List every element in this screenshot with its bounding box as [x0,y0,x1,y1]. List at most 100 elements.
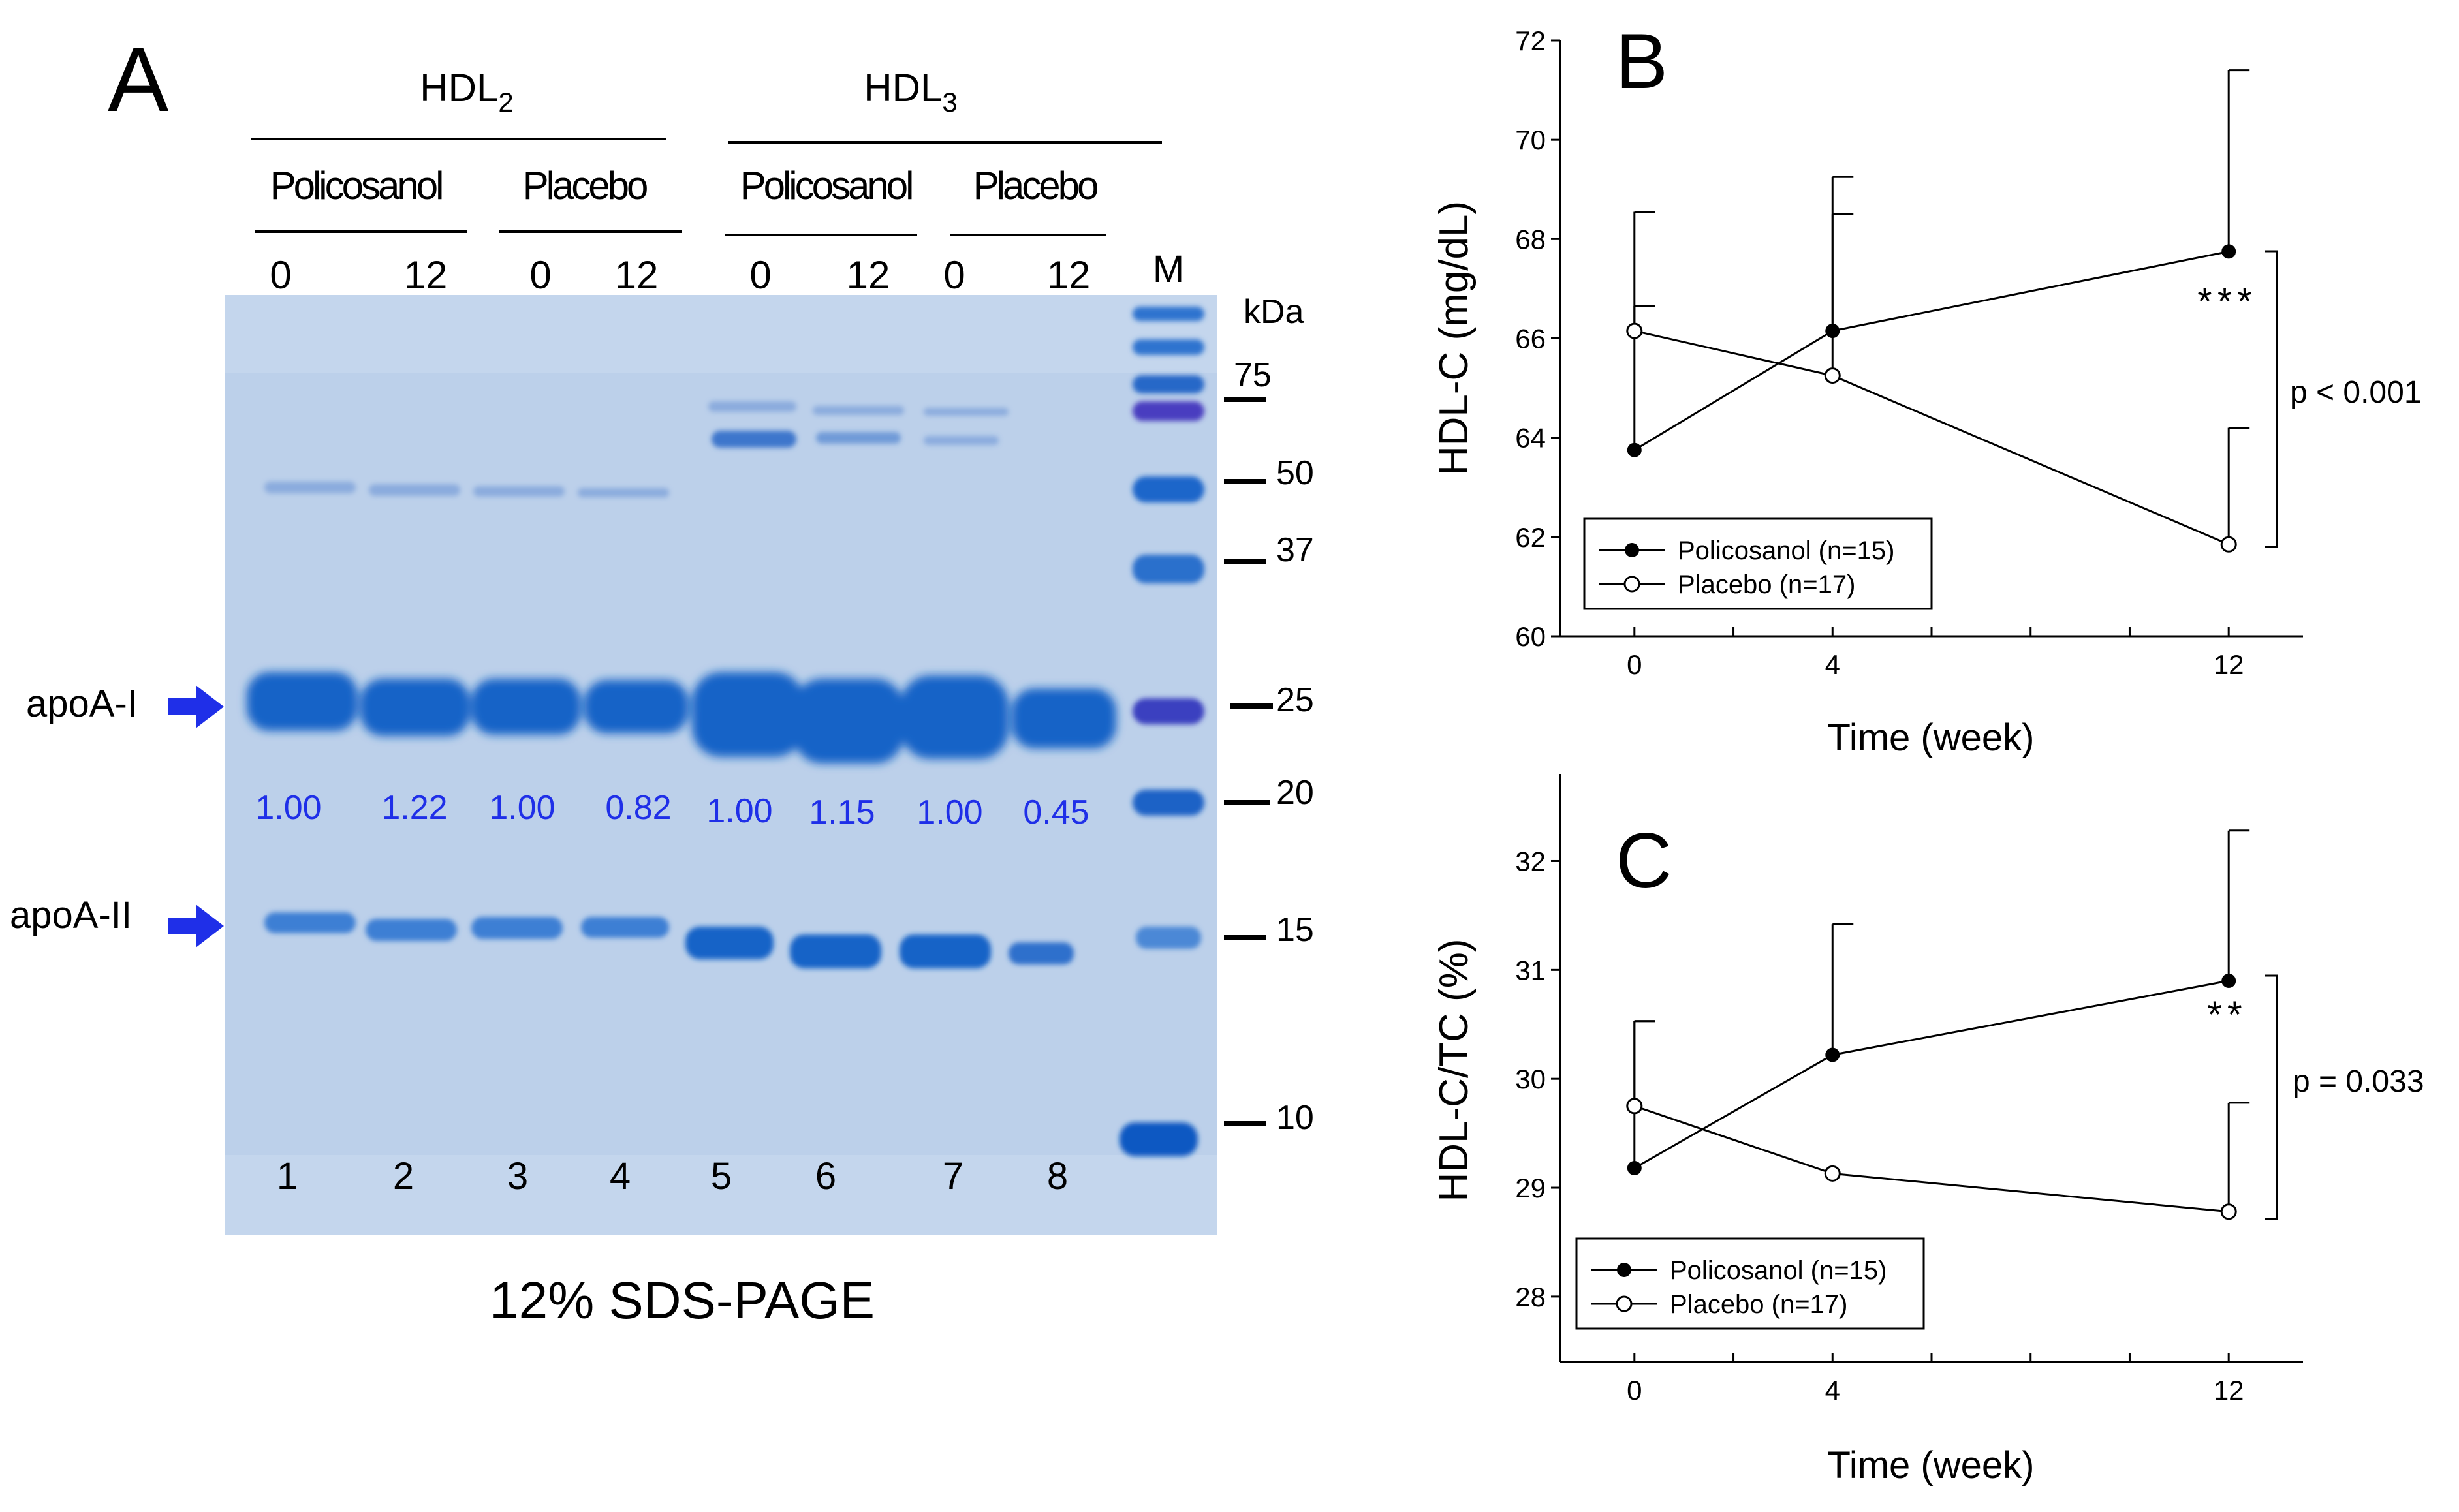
time-label-2: 12 [404,253,448,297]
y-tick-label: 30 [1515,1064,1546,1094]
lane-number-7: 7 [943,1155,963,1197]
apoa2-band-7 [900,934,991,968]
panel-a: A HDL2 HDL3 Policosanol Placebo Policosa… [10,28,1314,1329]
treatment-label-1: Policosanol [270,164,443,208]
apoa1-band-2 [360,679,470,736]
apoa1-label: apoA-I [26,683,138,725]
x-tick-label: 12 [2214,1375,2244,1406]
data-point-policosanol [1825,324,1840,339]
data-point-placebo [1626,1098,1643,1115]
mw-label-25: 25 [1276,681,1314,719]
panel-b-stars: *** [2197,281,2257,323]
mw-label-75: 75 [1234,356,1272,394]
panel-b-legend: Policosanol (n=15) Placebo (n=17) [1583,517,1933,610]
apoa2-band-8 [1009,942,1074,964]
data-point-policosanol [2221,974,2236,989]
ratio-lane-7: 1.00 [916,794,982,831]
y-tick-label: 70 [1515,125,1546,155]
ratio-lane-1: 1.00 [255,789,321,827]
apoa1-band-7 [901,675,1009,759]
apoa1-ratios: 1.00 1.22 1.00 0.82 1.00 1.15 1.00 0.45 [255,789,1089,831]
y-tick-label: 60 [1515,621,1546,652]
panel-c-legend-policosanol: Policosanol (n=15) [1670,1256,1887,1285]
panel-c-stars: ** [2207,994,2247,1036]
data-point-policosanol [1627,442,1642,457]
marker-lane [1120,307,1204,1156]
lane-number-6: 6 [815,1155,836,1197]
data-point-placebo [1824,1165,1841,1182]
apoa2-label: apoA-II [10,894,132,936]
minor-bands [264,401,1009,497]
apoa2-band-5 [685,927,774,959]
panel-b: B 60 62 64 66 68 70 72 0 4 12 HDL-C (mg/dL) Time… [1432,18,2422,759]
lane-number-1: 1 [277,1155,298,1197]
y-tick-label: 62 [1515,522,1546,553]
mw-label-20: 20 [1276,774,1314,812]
apoa1-arrow-icon [168,685,224,728]
data-point-placebo [1824,367,1841,384]
panel-c-x-ticks: 0 4 12 [1627,1353,2244,1406]
panel-c-y-label: HDL-C/TC (%) [1432,939,1477,1202]
gel-shading-bottom [225,1155,1217,1235]
kda-label: kDa [1244,293,1304,331]
series-line-policosanol [1634,980,2229,1169]
y-tick-label: 66 [1515,324,1546,354]
panel-b-legend-box [1583,517,1933,610]
x-tick-label: 0 [1627,649,1642,680]
apoa1-band-8 [1012,688,1116,748]
legend-marker-placebo [1623,576,1640,593]
time-label-4: 12 [615,253,659,297]
gel-shading-top [225,295,1217,373]
panel-b-legend-policosanol: Policosanol (n=15) [1678,536,1894,565]
y-tick-label: 29 [1515,1173,1546,1203]
time-label-6: 12 [847,253,890,297]
panel-b-letter: B [1616,18,1668,105]
apoa1-band-6 [793,679,904,764]
ratio-lane-4: 0.82 [605,789,671,827]
apoa1-bands [247,672,1116,764]
hdl3-label: HDL3 [864,66,957,117]
time-label-8: 12 [1047,253,1091,297]
time-label-7: 0 [943,253,965,297]
y-tick-label: 64 [1515,423,1546,454]
series-line-placebo [1634,330,2229,546]
lane-number-2: 2 [393,1155,414,1197]
panel-c-significance: ** p = 0.033 [2207,974,2424,1220]
apoa2-band-6 [790,934,881,968]
y-tick-label: 28 [1515,1282,1546,1312]
ratio-lane-5: 1.00 [706,792,772,830]
lane-number-4: 4 [610,1155,631,1197]
ratio-lane-2: 1.22 [381,789,447,827]
y-tick-label: 31 [1515,955,1546,985]
ratio-lane-8: 0.45 [1023,794,1089,831]
treatment-label-2: Placebo [523,164,647,208]
gel-image [225,295,1217,1235]
ratio-lane-6: 1.15 [809,794,875,831]
data-point-placebo [2220,1203,2237,1220]
apoa1-band-1 [247,672,358,731]
mw-label-50: 50 [1276,454,1314,492]
lane-number-8: 8 [1047,1155,1068,1197]
lane-number-3: 3 [507,1155,528,1197]
series-line-placebo [1634,1105,2229,1213]
mw-label-37: 37 [1276,531,1314,569]
time-label-5: 0 [749,253,771,297]
legend-marker-policosanol [1625,543,1639,557]
time-label-1: 0 [270,253,291,297]
apoa2-band-1 [264,912,356,933]
panel-c: C 28 29 30 31 32 0 4 12 HDL-C/TC (%) Time (wee… [1432,774,2424,1487]
panel-a-letter: A [108,28,169,131]
mw-label-10: 10 [1276,1099,1314,1137]
apoa2-band-2 [366,919,457,941]
treatment-label-4: Placebo [973,164,1097,208]
panel-b-x-ticks: 0 4 12 [1627,627,2244,680]
marker-lane-label: M [1153,248,1184,290]
apoa2-band-3 [471,917,563,939]
panel-c-legend-placebo: Placebo (n=17) [1670,1290,1847,1319]
apoa1-band-3 [471,679,581,735]
x-tick-label: 4 [1825,1375,1840,1406]
apoa2-bands [264,912,1074,968]
x-tick-label: 0 [1627,1375,1642,1406]
panel-c-bracket [2265,974,2278,1220]
